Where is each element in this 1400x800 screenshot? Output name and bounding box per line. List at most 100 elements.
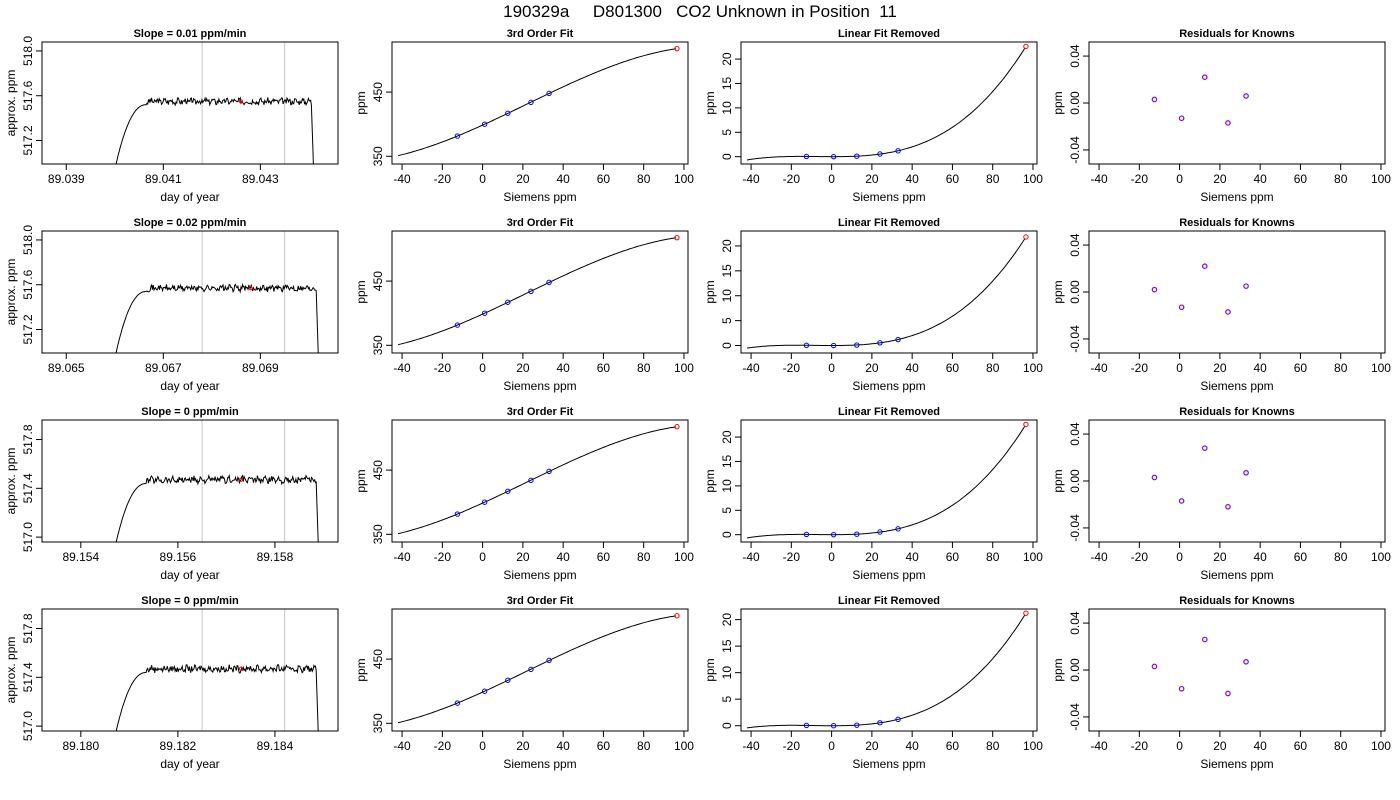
x-tick-label: 100 (1023, 550, 1043, 564)
fit-curve (746, 238, 1026, 349)
x-tick-label: 89.069 (242, 361, 279, 375)
x-tick-label: 20 (516, 172, 530, 186)
x-tick-label: 100 (1023, 739, 1043, 753)
known-point (546, 90, 552, 97)
y-tick-label: 0.00 (1068, 280, 1082, 304)
known-point (481, 688, 488, 694)
unknown-point (674, 234, 680, 241)
residual-point (1225, 309, 1231, 315)
x-tick-label: -40 (1090, 739, 1108, 753)
residual-point (1243, 93, 1249, 99)
known-point (528, 666, 534, 673)
x-tick-label: 40 (1253, 172, 1267, 186)
x-tick-label: 20 (516, 361, 530, 375)
y-tick-label: 15 (720, 454, 734, 468)
x-tick-label: -40 (393, 361, 411, 375)
y-tick-label: 10 (720, 479, 734, 493)
x-tick-label: 89.039 (48, 172, 85, 186)
residual-point (1243, 283, 1249, 289)
x-tick-label: 40 (905, 550, 919, 564)
known-point (803, 722, 810, 729)
panel-r3-c3: Linear Fit Removed-40 -20 0 20 40 60 80 100Siem… (703, 406, 1043, 582)
y-tick-label: 0.00 (1068, 469, 1082, 493)
x-tick-label: 40 (556, 739, 570, 753)
residual-point (1201, 636, 1208, 643)
x-tick-label: 20 (516, 550, 530, 564)
x-tick-label: 89.156 (160, 550, 197, 564)
x-tick-label: -20 (783, 361, 801, 375)
panel-r4-c2: 3rd Order Fit -40 -20 0 20 40 60 80 100 Siemens p… (354, 595, 694, 771)
plot-area (115, 609, 319, 731)
x-tick-label: 89.065 (48, 361, 85, 375)
x-tick-label: 60 (946, 739, 960, 753)
x-tick-label: -40 (393, 172, 411, 186)
y-axis-label: approx. ppm (4, 259, 18, 326)
x-tick-label: 20 (1213, 550, 1227, 564)
x-tick-label: 20 (865, 739, 879, 753)
residual-point (1151, 286, 1158, 293)
x-tick-label: 60 (597, 739, 611, 753)
x-tick-label: 80 (637, 739, 651, 753)
y-tick-label: 517.4 (21, 473, 35, 503)
plot-frame (391, 230, 689, 354)
plot-frame (1088, 41, 1386, 165)
y-tick-label: 0 (720, 722, 734, 729)
plot-area (115, 42, 314, 164)
figure-title: 190329a D801300 CO2 Unknown in Position … (503, 2, 897, 21)
residual-point (1151, 96, 1158, 103)
known-point (877, 151, 883, 157)
x-tick-label: 100 (1023, 172, 1043, 186)
panel-r4-c4: Residuals for Knowns -40 -20 0 20 40 60 80 100 Si… (1051, 595, 1391, 771)
y-axis-label: ppm (1051, 469, 1065, 492)
y-tick-label: 0 (720, 342, 734, 349)
x-tick-label: -20 (434, 739, 452, 753)
residual-point (1225, 504, 1231, 510)
y-tick-label: 350 (371, 146, 385, 166)
residual-point (1225, 690, 1231, 697)
y-tick-label: 0.00 (1068, 91, 1082, 115)
panel-r4-c1: Slope = 0 ppm/min 89.180 89.182 89.184 day o… (4, 595, 339, 771)
x-axis-label: day of year (160, 190, 219, 204)
x-tick-label: 89.158 (257, 550, 294, 564)
plot-frame (740, 608, 1038, 732)
x-tick-label: -40 (742, 739, 760, 753)
mean-point (238, 666, 244, 671)
x-tick-label: -40 (1090, 172, 1108, 186)
residual-point (1243, 658, 1249, 665)
x-tick-label: 0 (479, 172, 486, 186)
x-tick-label: 60 (597, 550, 611, 564)
x-tick-label: -40 (1090, 550, 1108, 564)
x-tick-label: 0 (1176, 550, 1183, 564)
known-point (505, 110, 511, 116)
concentration-trace (115, 96, 314, 164)
x-tick-label: 60 (597, 361, 611, 375)
panel-title: 3rd Order Fit (507, 28, 574, 40)
x-axis-label: day of year (160, 568, 219, 582)
fit-curve (746, 614, 1026, 729)
known-point (895, 716, 901, 723)
x-tick-label: 40 (556, 550, 570, 564)
plot-area (397, 424, 680, 535)
known-point (895, 526, 901, 532)
x-tick-label: -20 (1131, 361, 1149, 375)
known-point (830, 342, 837, 349)
y-tick-label: 450 (371, 649, 385, 669)
x-tick-label: 0 (479, 550, 486, 564)
x-axis-label: Siemens ppm (1200, 379, 1273, 393)
x-tick-label: 40 (905, 172, 919, 186)
panel-title: 3rd Order Fit (507, 595, 574, 607)
x-tick-label: 80 (1334, 361, 1348, 375)
y-tick-label: 517.0 (21, 522, 35, 552)
panel-title: Linear Fit Removed (838, 406, 940, 418)
panel-r3-c4: Residuals for Knowns -40 -20 0 20 40 60 80 100 Si… (1051, 406, 1391, 582)
x-axis-label: Siemens ppm (852, 379, 925, 393)
plot-area (746, 421, 1029, 539)
plot-area (115, 231, 319, 353)
x-tick-label: 0 (1176, 739, 1183, 753)
residual-point (1201, 445, 1208, 451)
unknown-point (1023, 43, 1029, 50)
x-tick-label: -20 (434, 172, 452, 186)
y-tick-label: 517.8 (21, 424, 35, 454)
known-point (803, 342, 810, 348)
y-axis-label: ppm (1051, 658, 1065, 681)
